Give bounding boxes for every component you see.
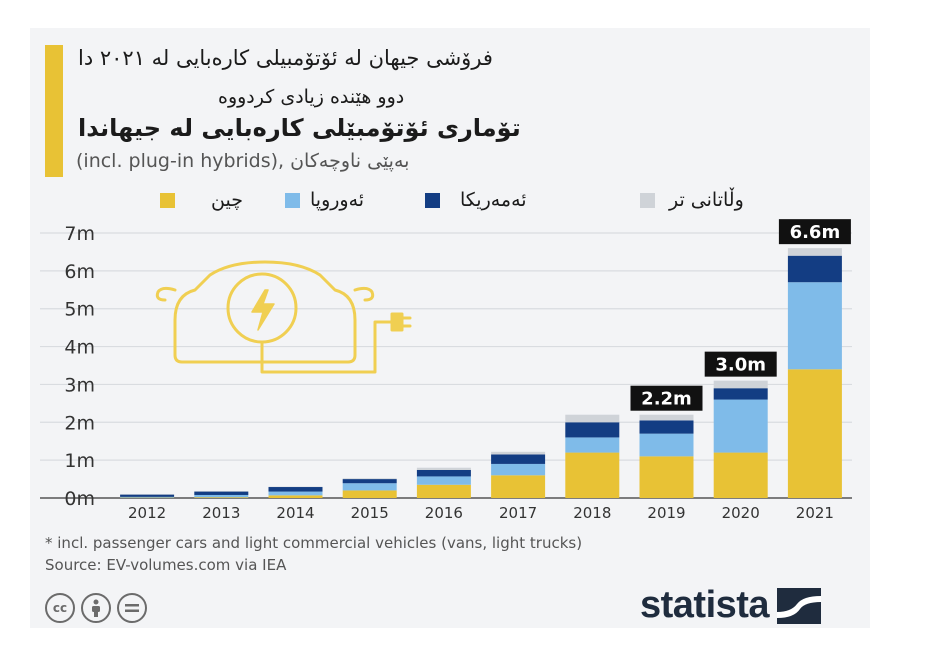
bar-segment — [639, 433, 694, 457]
title-line-1: فرۆشی جیهان لە ئۆتۆمبیلی کارەبایی لە ٢٠٢… — [78, 46, 493, 70]
bar-segment — [491, 451, 546, 455]
y-tick-label: 1m — [64, 450, 95, 472]
callout-box — [630, 385, 703, 411]
bar-segment — [565, 452, 620, 498]
creative-commons-icon: cc — [45, 593, 75, 623]
y-tick-label: 2m — [64, 412, 95, 434]
bar-segment — [713, 388, 768, 400]
bar-segment — [491, 475, 546, 498]
bar-segment — [787, 255, 842, 283]
total-callout: 3.0m — [704, 351, 777, 377]
chart-card — [30, 28, 870, 628]
bar-segment — [713, 452, 768, 498]
bar-segment — [194, 491, 249, 495]
bar-segment — [565, 437, 620, 453]
legend-label-america: ئەمەریکا — [460, 189, 527, 211]
legend-swatch-other — [640, 192, 655, 208]
x-tick-label: 2014 — [276, 504, 314, 522]
statista-wordmark: statista — [640, 584, 770, 626]
bar-segment — [787, 369, 842, 498]
attribution-icon — [81, 593, 111, 623]
legend-item-china: چین — [160, 188, 243, 212]
x-tick-label: 2017 — [499, 504, 537, 522]
title-line-2: دوو هێندە زیادی کردووە — [218, 86, 405, 108]
x-tick-label: 2013 — [202, 504, 240, 522]
bar-segment — [120, 494, 175, 497]
bar-segment — [342, 479, 397, 484]
statista-logo-icon — [777, 587, 822, 624]
legend-item-europe: ئەوروپا — [285, 188, 364, 212]
y-tick-label: 0m — [64, 488, 95, 510]
legend-label-china: چین — [211, 189, 243, 211]
no-derivatives-icon — [117, 593, 147, 623]
total-callout: 2.2m — [630, 385, 703, 411]
bar-segment — [268, 495, 323, 498]
callout-label: 3.0m — [715, 355, 766, 376]
callout-box — [778, 219, 851, 245]
x-tick-label: 2021 — [796, 504, 834, 522]
statista-logo[interactable]: statista — [640, 584, 822, 627]
ev-car-illustration-icon — [155, 260, 412, 374]
bar-segment — [342, 483, 397, 491]
callout-label: 2.2m — [641, 389, 692, 410]
y-tick-label: 7m — [64, 223, 95, 245]
callout-label: 6.6m — [790, 222, 841, 243]
bar-segment — [491, 463, 546, 476]
bar-segment — [565, 414, 620, 423]
legend-swatch-europe — [285, 192, 300, 208]
bar-segment — [416, 476, 471, 485]
accent-bar — [45, 45, 63, 177]
bar-segment — [120, 496, 175, 498]
legend-swatch-china — [160, 192, 175, 208]
footnote: * incl. passenger cars and light commerc… — [45, 534, 583, 552]
bar-segment — [416, 484, 471, 498]
y-tick-label: 5m — [64, 299, 95, 321]
y-tick-label: 3m — [64, 374, 95, 396]
bar-segment — [639, 420, 694, 434]
x-tick-label: 2020 — [722, 504, 760, 522]
chart-title: تۆماری ئۆتۆمبێلی کارەبایی لە جیهاندا — [78, 114, 521, 142]
y-tick-label: 4m — [64, 337, 95, 359]
bar-segment — [713, 399, 768, 453]
bar-segment — [268, 487, 323, 492]
x-tick-label: 2018 — [573, 504, 611, 522]
legend-swatch-america — [425, 192, 440, 208]
bar-segment — [565, 422, 620, 438]
legend-label-other: وڵاتانی تر — [669, 189, 744, 211]
bar-segment — [639, 414, 694, 421]
bar-segment — [194, 497, 249, 498]
legend-item-other: وڵاتانی تر — [640, 188, 744, 212]
x-tick-label: 2012 — [128, 504, 166, 522]
bar-segment — [194, 494, 249, 498]
legend-label-europe: ئەوروپا — [310, 189, 365, 211]
bar-segment — [342, 490, 397, 498]
bar-segment — [639, 456, 694, 498]
x-tick-label: 2016 — [425, 504, 463, 522]
bar-segment — [416, 467, 471, 470]
source-text: Source: EV-volumes.com via IEA — [45, 556, 287, 574]
y-tick-label: 6m — [64, 261, 95, 283]
x-tick-label: 2015 — [351, 504, 389, 522]
callout-box — [704, 351, 777, 377]
bar-segment — [713, 380, 768, 389]
total-callout: 6.6m — [778, 219, 851, 245]
bar-segment — [268, 491, 323, 496]
x-tick-label: 2019 — [647, 504, 685, 522]
bar-segment — [416, 469, 471, 477]
legend-item-america: ئەمەریکا — [425, 188, 527, 212]
bar-segment — [787, 282, 842, 370]
bar-segment — [787, 248, 842, 256]
license-icons: cc — [45, 593, 147, 623]
chart-subtitle: (incl. plug-in hybrids), بەپێی ناوچەکان — [76, 150, 410, 172]
bar-segment — [491, 454, 546, 464]
bar-segment — [342, 478, 397, 480]
